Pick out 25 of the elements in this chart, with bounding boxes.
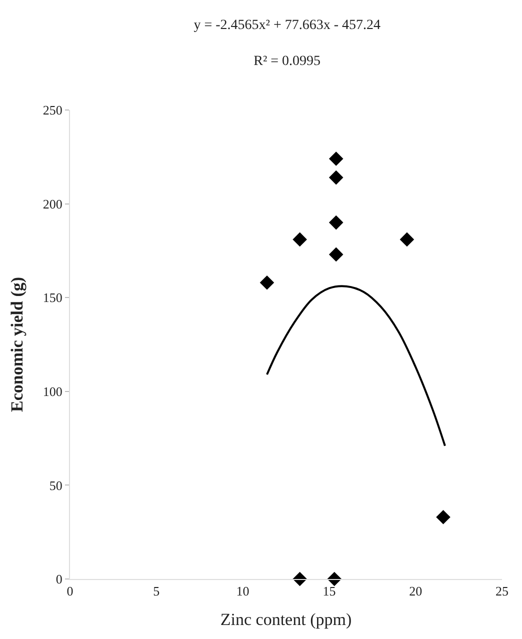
point	[292, 232, 307, 247]
chart-subtitle: R² = 0.0995	[254, 54, 321, 70]
y-tick-label: 250	[42, 102, 62, 118]
y-tick-label: 50	[49, 478, 62, 493]
point	[436, 510, 450, 524]
x-tick-label: 15	[322, 584, 336, 599]
x-axis-title: Zinc content (ppm)	[220, 610, 352, 629]
x-tick-label: 0	[66, 584, 74, 599]
x-tick-label: 20	[409, 584, 422, 599]
point	[328, 247, 344, 262]
point	[400, 232, 414, 247]
point	[260, 275, 274, 290]
y-tick-label: 0	[56, 572, 62, 587]
y-tick-label: 200	[42, 196, 62, 212]
point	[328, 152, 344, 166]
x-tick-label: 25	[496, 584, 508, 599]
y-tick-label: 150	[42, 290, 62, 306]
chart-title: y = -2.4565x² + 77.663x - 457.24	[194, 18, 381, 33]
point	[328, 215, 344, 230]
point	[328, 170, 344, 185]
x-tick-label: 5	[153, 584, 160, 599]
x-tick-label: 10	[236, 584, 250, 599]
y-tick-label: 100	[42, 384, 62, 399]
y-axis-title: Economic yield (g)	[7, 276, 26, 412]
line-series	[266, 285, 446, 447]
